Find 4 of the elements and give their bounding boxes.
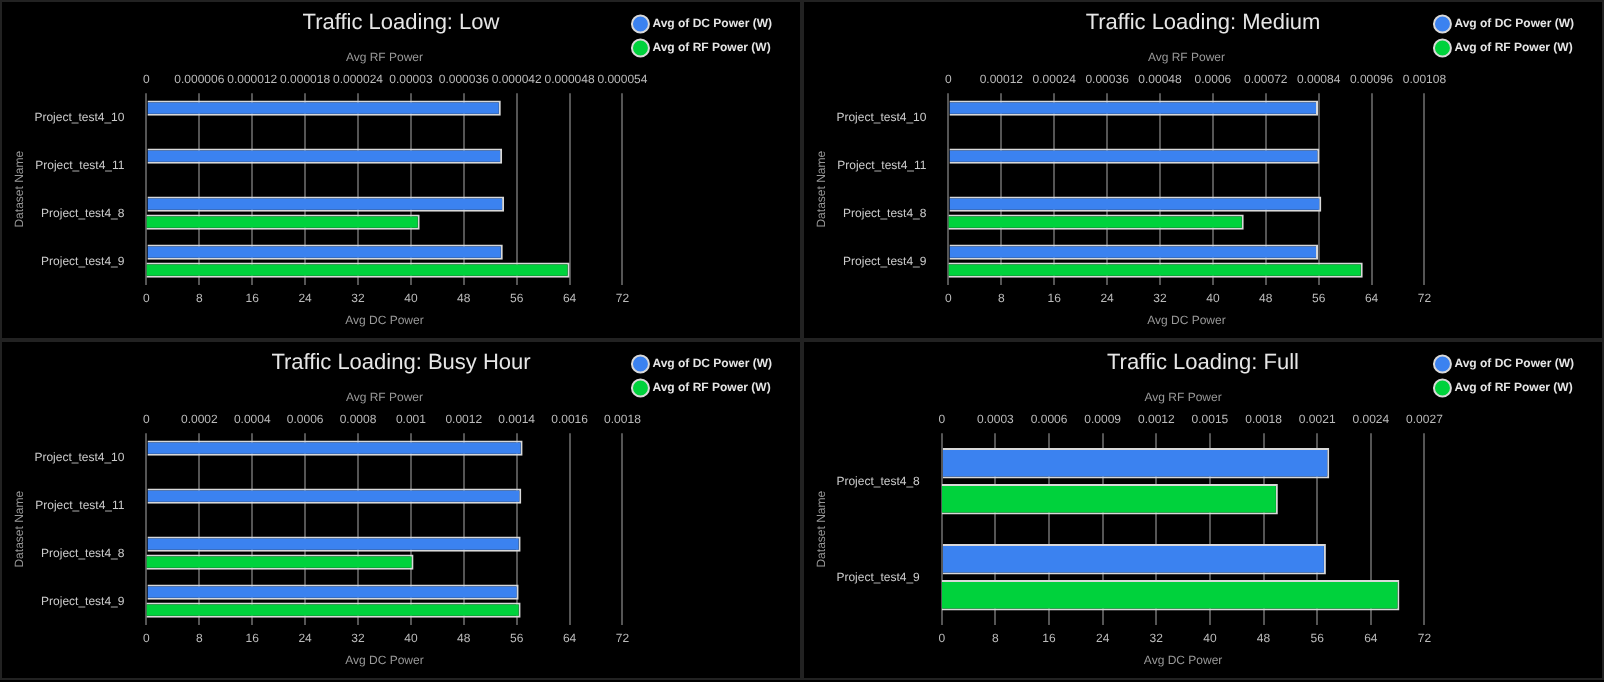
chart-title: Traffic Loading: Full	[1107, 351, 1299, 376]
chart-title: Traffic Loading: Low	[302, 11, 500, 36]
chart-title: Traffic Loading: Medium	[1085, 11, 1321, 36]
chart-title: Traffic Loading: Busy Hour	[271, 351, 532, 376]
